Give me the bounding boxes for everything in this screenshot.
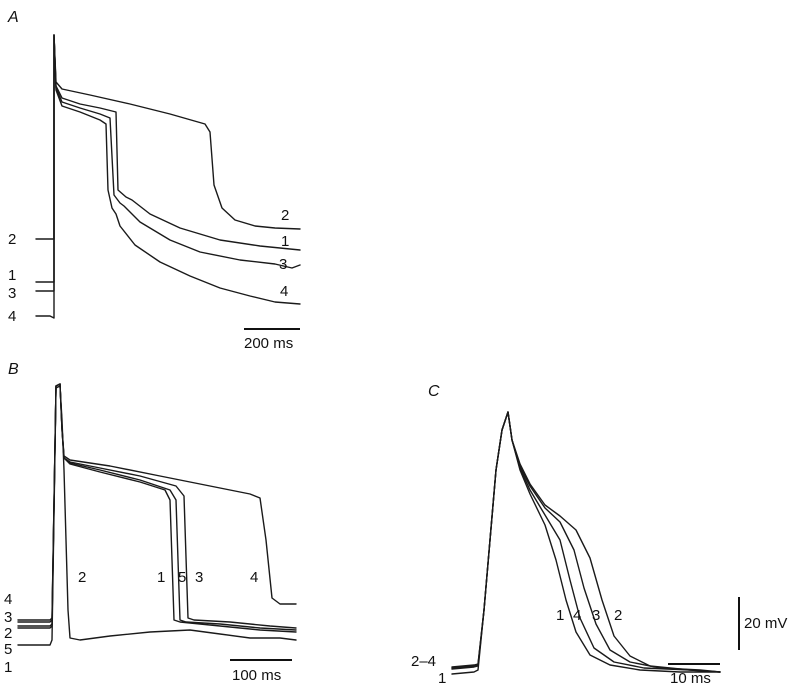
- panel-a-rest-label-1: 1: [8, 267, 16, 284]
- panel-c-trace-2: [451, 411, 721, 673]
- panel-c-trace-label-2: 2: [614, 607, 622, 624]
- panel-b-trace-5: [17, 383, 297, 631]
- panel-b-trace-4: [17, 383, 297, 621]
- panel-c-rest-label-2-4: 2–4: [411, 653, 436, 670]
- panel-a-end-label-1: 1: [281, 233, 289, 250]
- panel-c-time-scale-label: 10 ms: [670, 670, 711, 687]
- panel-c: C 2–4 1 1 4 3 2 10 ms 20 mV: [411, 383, 787, 687]
- panel-a-rest-label-4: 4: [8, 308, 16, 325]
- panel-b-trace-1: [17, 383, 297, 633]
- panel-c-trace-label-3: 3: [592, 607, 600, 624]
- panel-a-label: A: [7, 9, 19, 26]
- panel-b-rest-label-2: 2: [4, 625, 12, 642]
- panel-b-trace-label-3: 3: [195, 569, 203, 586]
- panel-a-end-label-2: 2: [281, 207, 289, 224]
- panel-b-trace-label-5: 5: [178, 569, 186, 586]
- panel-a-rest-label-3: 3: [8, 285, 16, 302]
- panel-c-trace-3: [451, 411, 721, 673]
- panel-c-trace-label-4: 4: [573, 607, 581, 624]
- panel-b-trace-label-2: 2: [78, 569, 86, 586]
- panel-a-trace-4: [35, 34, 301, 319]
- panel-a-time-scale-label: 200 ms: [244, 335, 293, 352]
- panel-a-end-label-3: 3: [279, 256, 287, 273]
- panel-b-trace-label-4: 4: [250, 569, 258, 586]
- panel-c-rest-label-1: 1: [438, 670, 446, 687]
- panel-a-rest-label-2: 2: [8, 231, 16, 248]
- panel-b-trace-label-1: 1: [157, 569, 165, 586]
- panel-c-voltage-scale-label: 20 mV: [744, 615, 787, 632]
- panel-c-label: C: [428, 383, 440, 400]
- panel-a-trace-3: [35, 34, 301, 292]
- panel-b-rest-label-5: 5: [4, 641, 12, 658]
- panel-a-end-label-4: 4: [280, 283, 288, 300]
- panel-a-trace-1: [35, 34, 301, 283]
- panel-c-trace-1: [451, 411, 721, 675]
- panel-b-label: B: [8, 361, 19, 378]
- panel-b-trace-2: [17, 385, 297, 646]
- panel-b-rest-label-4: 4: [4, 591, 12, 608]
- panel-b-rest-label-1: 1: [4, 659, 12, 676]
- panel-c-trace-label-1: 1: [556, 607, 564, 624]
- panel-b-trace-3: [17, 383, 297, 629]
- panel-a-trace-2: [35, 34, 301, 240]
- panel-b-time-scale-label: 100 ms: [232, 667, 281, 684]
- panel-b-rest-label-3: 3: [4, 609, 12, 626]
- panel-a: A 2 1 3 4 2 1 3 4 200 ms: [7, 9, 301, 352]
- panel-c-trace-4: [451, 411, 721, 673]
- panel-b: B 4 3 2 5 1 2 1 5 3 4 100 ms: [4, 361, 297, 684]
